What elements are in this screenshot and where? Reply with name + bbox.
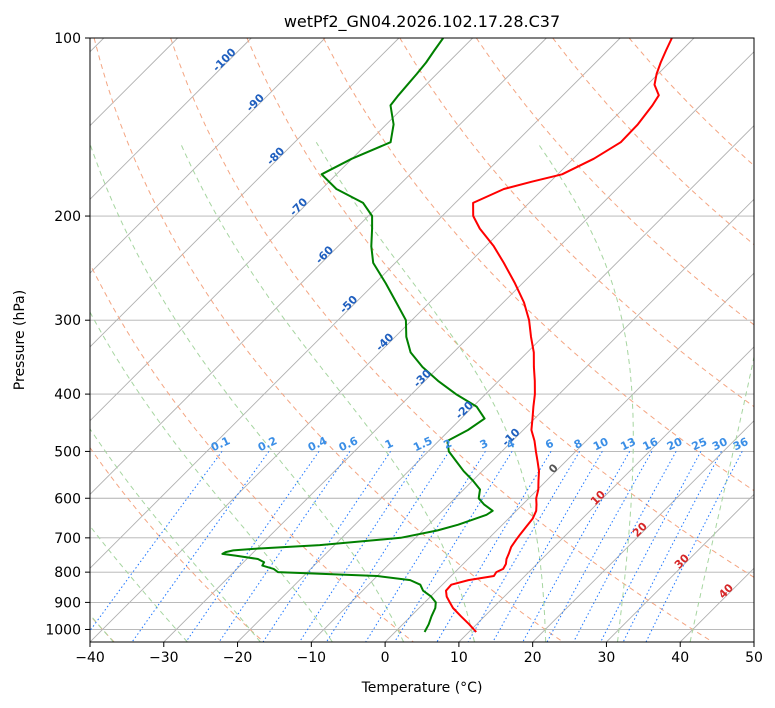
- adiabat-layer: [90, 38, 754, 642]
- moist-adiabat: [689, 354, 754, 642]
- chart-title: wetPf2_GN04.2026.102.17.28.C37: [284, 12, 560, 32]
- y-tick-label: 700: [54, 531, 81, 547]
- y-tick-label: 300: [54, 313, 81, 329]
- y-tick-label: 600: [54, 491, 81, 507]
- isotherm-line: [163, 51, 754, 642]
- x-tick-label: 0: [381, 650, 390, 666]
- isotherm-line: [90, 38, 621, 569]
- x-axis-label: Temperature (°C): [361, 680, 483, 696]
- mixing-ratio-line: [131, 451, 270, 642]
- isotherm-line: [237, 124, 754, 642]
- mixing-ratio-label: 36: [731, 435, 751, 453]
- plot-frame: [89, 37, 755, 643]
- dry-adiabat: [246, 38, 754, 578]
- dry-adiabat: [322, 38, 754, 492]
- moist-adiabat: [536, 141, 634, 642]
- moist-adiabat: [315, 141, 547, 642]
- moist-adiabat: [90, 142, 405, 642]
- mixing-ratio-line: [600, 451, 702, 642]
- isotherm-line: [90, 38, 326, 274]
- moist-adiabat: [90, 311, 333, 642]
- y-tick-label: 400: [54, 387, 81, 403]
- y-tick-label: 900: [54, 595, 81, 611]
- mixing-ratio-label: 25: [690, 435, 709, 453]
- isotherm-line: [310, 198, 754, 642]
- mixing-ratio-line: [492, 451, 603, 642]
- mixing-ratio-label: 13: [619, 435, 638, 453]
- grid-layer: [90, 38, 754, 642]
- dry-adiabat: [399, 38, 754, 408]
- isotherm-line: [90, 38, 547, 496]
- mixing-ratio-line: [394, 451, 513, 642]
- moist-adiabat: [90, 427, 261, 642]
- mixing-ratio-line: [645, 451, 743, 642]
- mixing-ratio-line: [622, 451, 722, 642]
- y-tick-label: 500: [54, 444, 81, 460]
- mixing-ratio-line: [218, 451, 351, 642]
- isotherm-line: [90, 38, 474, 422]
- y-tick-label: 800: [54, 565, 81, 581]
- x-tick-label: −20: [223, 650, 253, 666]
- mixing-ratio-line: [365, 451, 486, 642]
- mixing-ratio-label: 16: [641, 435, 661, 453]
- temperature-trace: [445, 38, 673, 633]
- x-tick-label: 20: [524, 650, 542, 666]
- dry-adiabat: [93, 38, 564, 642]
- isotherm-line: [90, 38, 695, 642]
- mixing-ratio-layer: [90, 451, 743, 642]
- y-tick-label: 100: [54, 31, 81, 47]
- series-layer: [221, 38, 673, 633]
- dry-adiabat: [90, 446, 265, 642]
- y-axis: 100 200 300 400 500 600 700 800 900 1000: [45, 31, 90, 638]
- mixing-ratio-line: [573, 451, 677, 642]
- mixing-ratio-line: [262, 451, 392, 642]
- x-tick-label: 40: [671, 650, 689, 666]
- isotherm-line: [90, 38, 252, 200]
- isotherm-line: [384, 272, 754, 642]
- x-tick-label: 30: [598, 650, 616, 666]
- dewpoint-trace: [221, 38, 494, 633]
- mixing-ratio-line: [185, 451, 320, 642]
- mixing-ratio-label: 30: [710, 435, 730, 453]
- x-tick-label: −40: [75, 650, 105, 666]
- mixing-ratio-line: [546, 451, 653, 642]
- y-tick-label: 1000: [45, 622, 81, 638]
- y-tick-label: 200: [54, 209, 81, 225]
- x-tick-label: 50: [745, 650, 763, 666]
- isotherm-line: [90, 38, 400, 348]
- mixing-ratio-label: 10: [591, 435, 611, 453]
- moist-adiabat: [90, 525, 188, 642]
- isotherm-line: [532, 420, 754, 642]
- isotherm-line: [606, 493, 754, 642]
- x-tick-label: 10: [450, 650, 468, 666]
- mixing-ratio-label: 20: [665, 435, 685, 453]
- x-axis: −40 −30 −20 −10 0 10 20 30 40 50: [75, 642, 763, 666]
- x-tick-label: −10: [297, 650, 327, 666]
- dry-adiabat: [170, 38, 713, 642]
- y-axis-label: Pressure (hPa): [12, 290, 28, 390]
- isotherm-line: [458, 346, 754, 642]
- x-tick-label: −30: [149, 650, 179, 666]
